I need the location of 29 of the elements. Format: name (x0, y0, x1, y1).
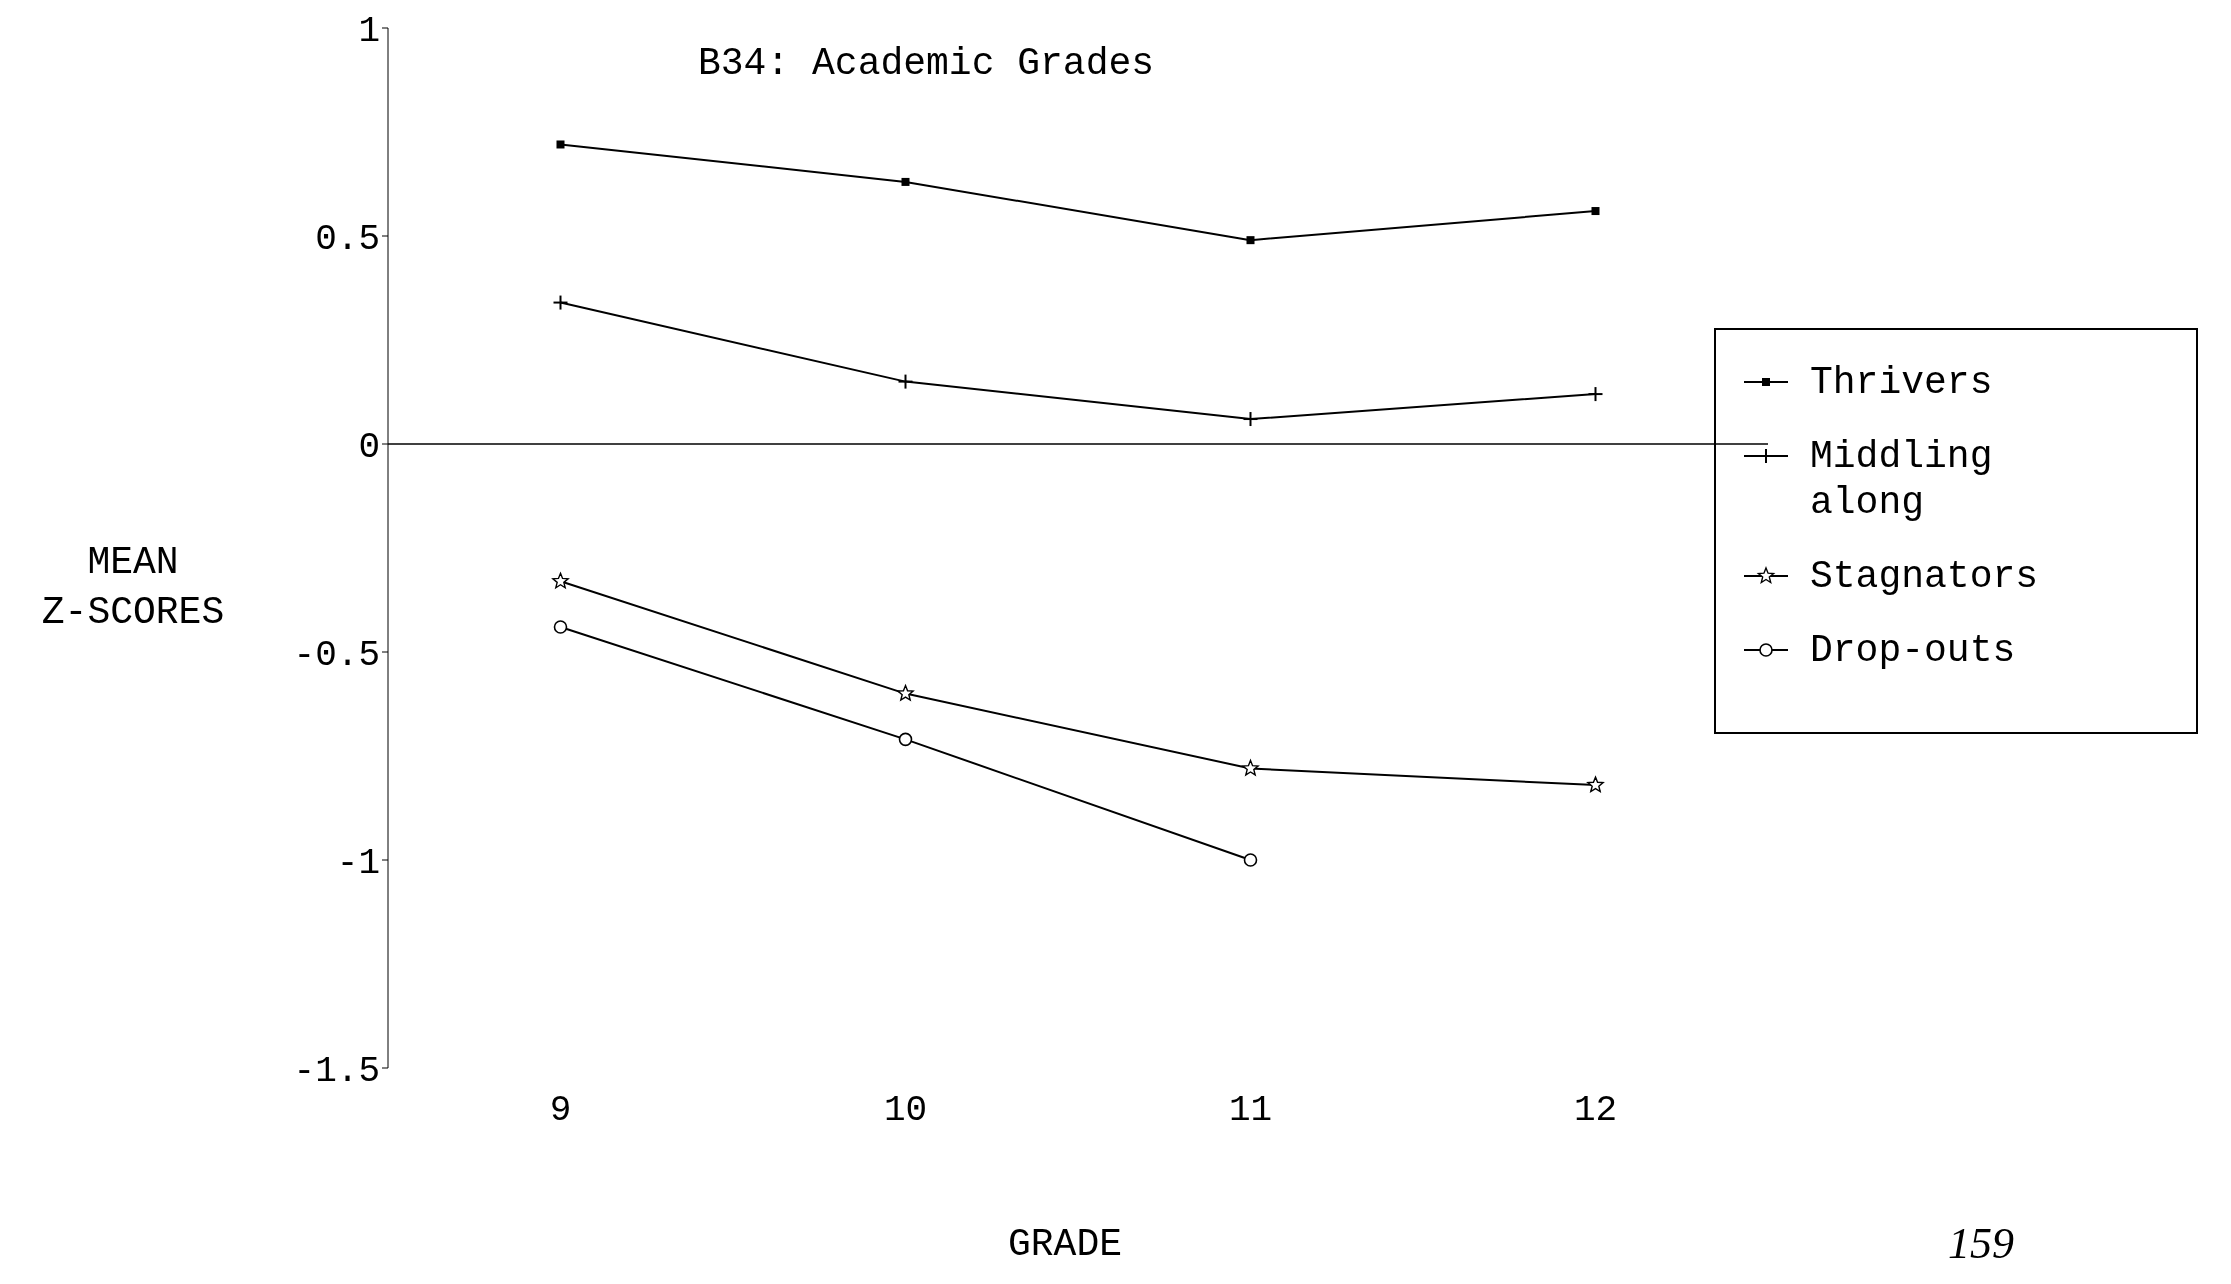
point (1242, 759, 1259, 776)
x-axis-title: GRADE (1008, 1223, 1123, 1266)
point (1587, 776, 1604, 793)
legend-label: Stagnators (1810, 554, 2040, 600)
point (1246, 236, 1255, 245)
text: 159 (1948, 1218, 2014, 1269)
x-tick-label: 12 (1573, 1089, 1618, 1131)
x-tick-label: 9 (549, 1089, 572, 1131)
legend-label: Thrivers (1810, 360, 1994, 406)
y-tick-label: -0.5 (293, 634, 380, 676)
point (553, 620, 568, 634)
y-tick-label: 1 (358, 10, 380, 52)
point (897, 684, 914, 701)
y-tick-label: 0.5 (315, 218, 380, 260)
chart-title: B34: Academic Grades (698, 42, 1155, 85)
y-tick-label: -1 (336, 842, 380, 884)
legend-label: Middling along (1810, 434, 1994, 526)
point (556, 140, 565, 149)
point (1243, 853, 1258, 867)
y-tick-label: -1.5 (293, 1050, 380, 1092)
x-tick-label: 10 (883, 1089, 928, 1131)
y-tick-label: 0 (358, 426, 380, 468)
x-tick-label: 11 (1228, 1089, 1273, 1131)
point (901, 177, 910, 186)
y-axis-title: MEAN Z-SCORES (40, 540, 226, 636)
legend-label: Drop-outs (1810, 628, 2017, 674)
point (898, 732, 913, 747)
point (1591, 207, 1600, 216)
point (552, 572, 569, 589)
